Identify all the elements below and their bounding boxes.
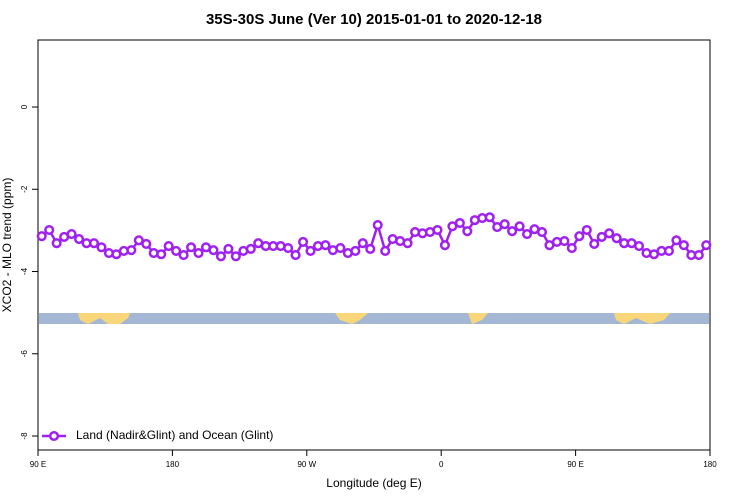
y-tick-label: -2 — [20, 185, 29, 193]
point — [604, 228, 615, 239]
y-axis-label: XCO2 - MLO trend (ppm) — [0, 178, 14, 313]
y-tick-label: -8 — [20, 432, 29, 440]
point — [536, 226, 548, 238]
point — [320, 240, 331, 251]
point — [156, 249, 167, 260]
y-tick-label: -4 — [20, 267, 29, 275]
point — [163, 240, 174, 252]
point — [335, 243, 346, 254]
point — [589, 238, 600, 250]
point — [574, 231, 585, 242]
point — [223, 243, 234, 254]
point — [298, 236, 309, 247]
point — [208, 245, 219, 256]
point — [596, 231, 607, 243]
x-tick-label: 90 E — [567, 460, 583, 469]
point — [611, 233, 622, 244]
point — [507, 226, 518, 237]
point — [514, 221, 525, 232]
point — [499, 219, 510, 230]
point — [462, 226, 473, 237]
point — [171, 245, 182, 257]
map-strip — [39, 313, 709, 324]
point — [357, 238, 368, 249]
point — [350, 245, 361, 257]
point — [581, 224, 592, 236]
point — [230, 251, 241, 262]
point — [66, 229, 77, 240]
x-axis-label: Longitude (deg E) — [326, 476, 421, 490]
point — [215, 251, 226, 262]
point — [402, 238, 413, 249]
point — [671, 235, 682, 246]
y-tick-label: -6 — [20, 350, 29, 358]
point — [634, 240, 645, 252]
point — [484, 212, 495, 223]
point — [678, 240, 689, 251]
point — [380, 245, 391, 257]
point — [44, 224, 55, 236]
point — [522, 229, 533, 240]
point — [693, 250, 704, 261]
point — [439, 240, 450, 251]
point — [290, 250, 301, 261]
point — [36, 231, 47, 242]
point — [372, 220, 383, 231]
point — [141, 238, 152, 250]
point — [365, 243, 376, 254]
point — [701, 240, 712, 251]
point — [566, 243, 577, 254]
legend-label: Land (Nadir&Glint) and Ocean (Glint) — [76, 428, 273, 442]
x-tick-label: 90 E — [30, 460, 46, 469]
point — [126, 245, 137, 256]
point — [51, 238, 62, 249]
point — [74, 233, 85, 245]
point — [88, 238, 100, 249]
x-tick-label: 90 W — [297, 460, 316, 469]
x-tick-label: 180 — [703, 460, 717, 469]
x-tick-label: 180 — [166, 460, 180, 469]
y-tick-label: 0 — [20, 104, 29, 109]
point — [663, 245, 674, 257]
point — [133, 235, 144, 246]
point — [186, 242, 197, 253]
point — [193, 247, 204, 259]
point — [454, 217, 465, 229]
point — [283, 243, 294, 254]
point — [559, 236, 570, 247]
point — [305, 245, 316, 257]
chart-title: 35S-30S June (Ver 10) 2015-01-01 to 2020… — [206, 11, 542, 28]
x-tick-label: 0 — [439, 460, 444, 469]
point — [245, 243, 256, 254]
point — [96, 242, 107, 253]
point — [178, 250, 189, 261]
legend-marker — [48, 430, 60, 442]
point — [432, 224, 443, 236]
